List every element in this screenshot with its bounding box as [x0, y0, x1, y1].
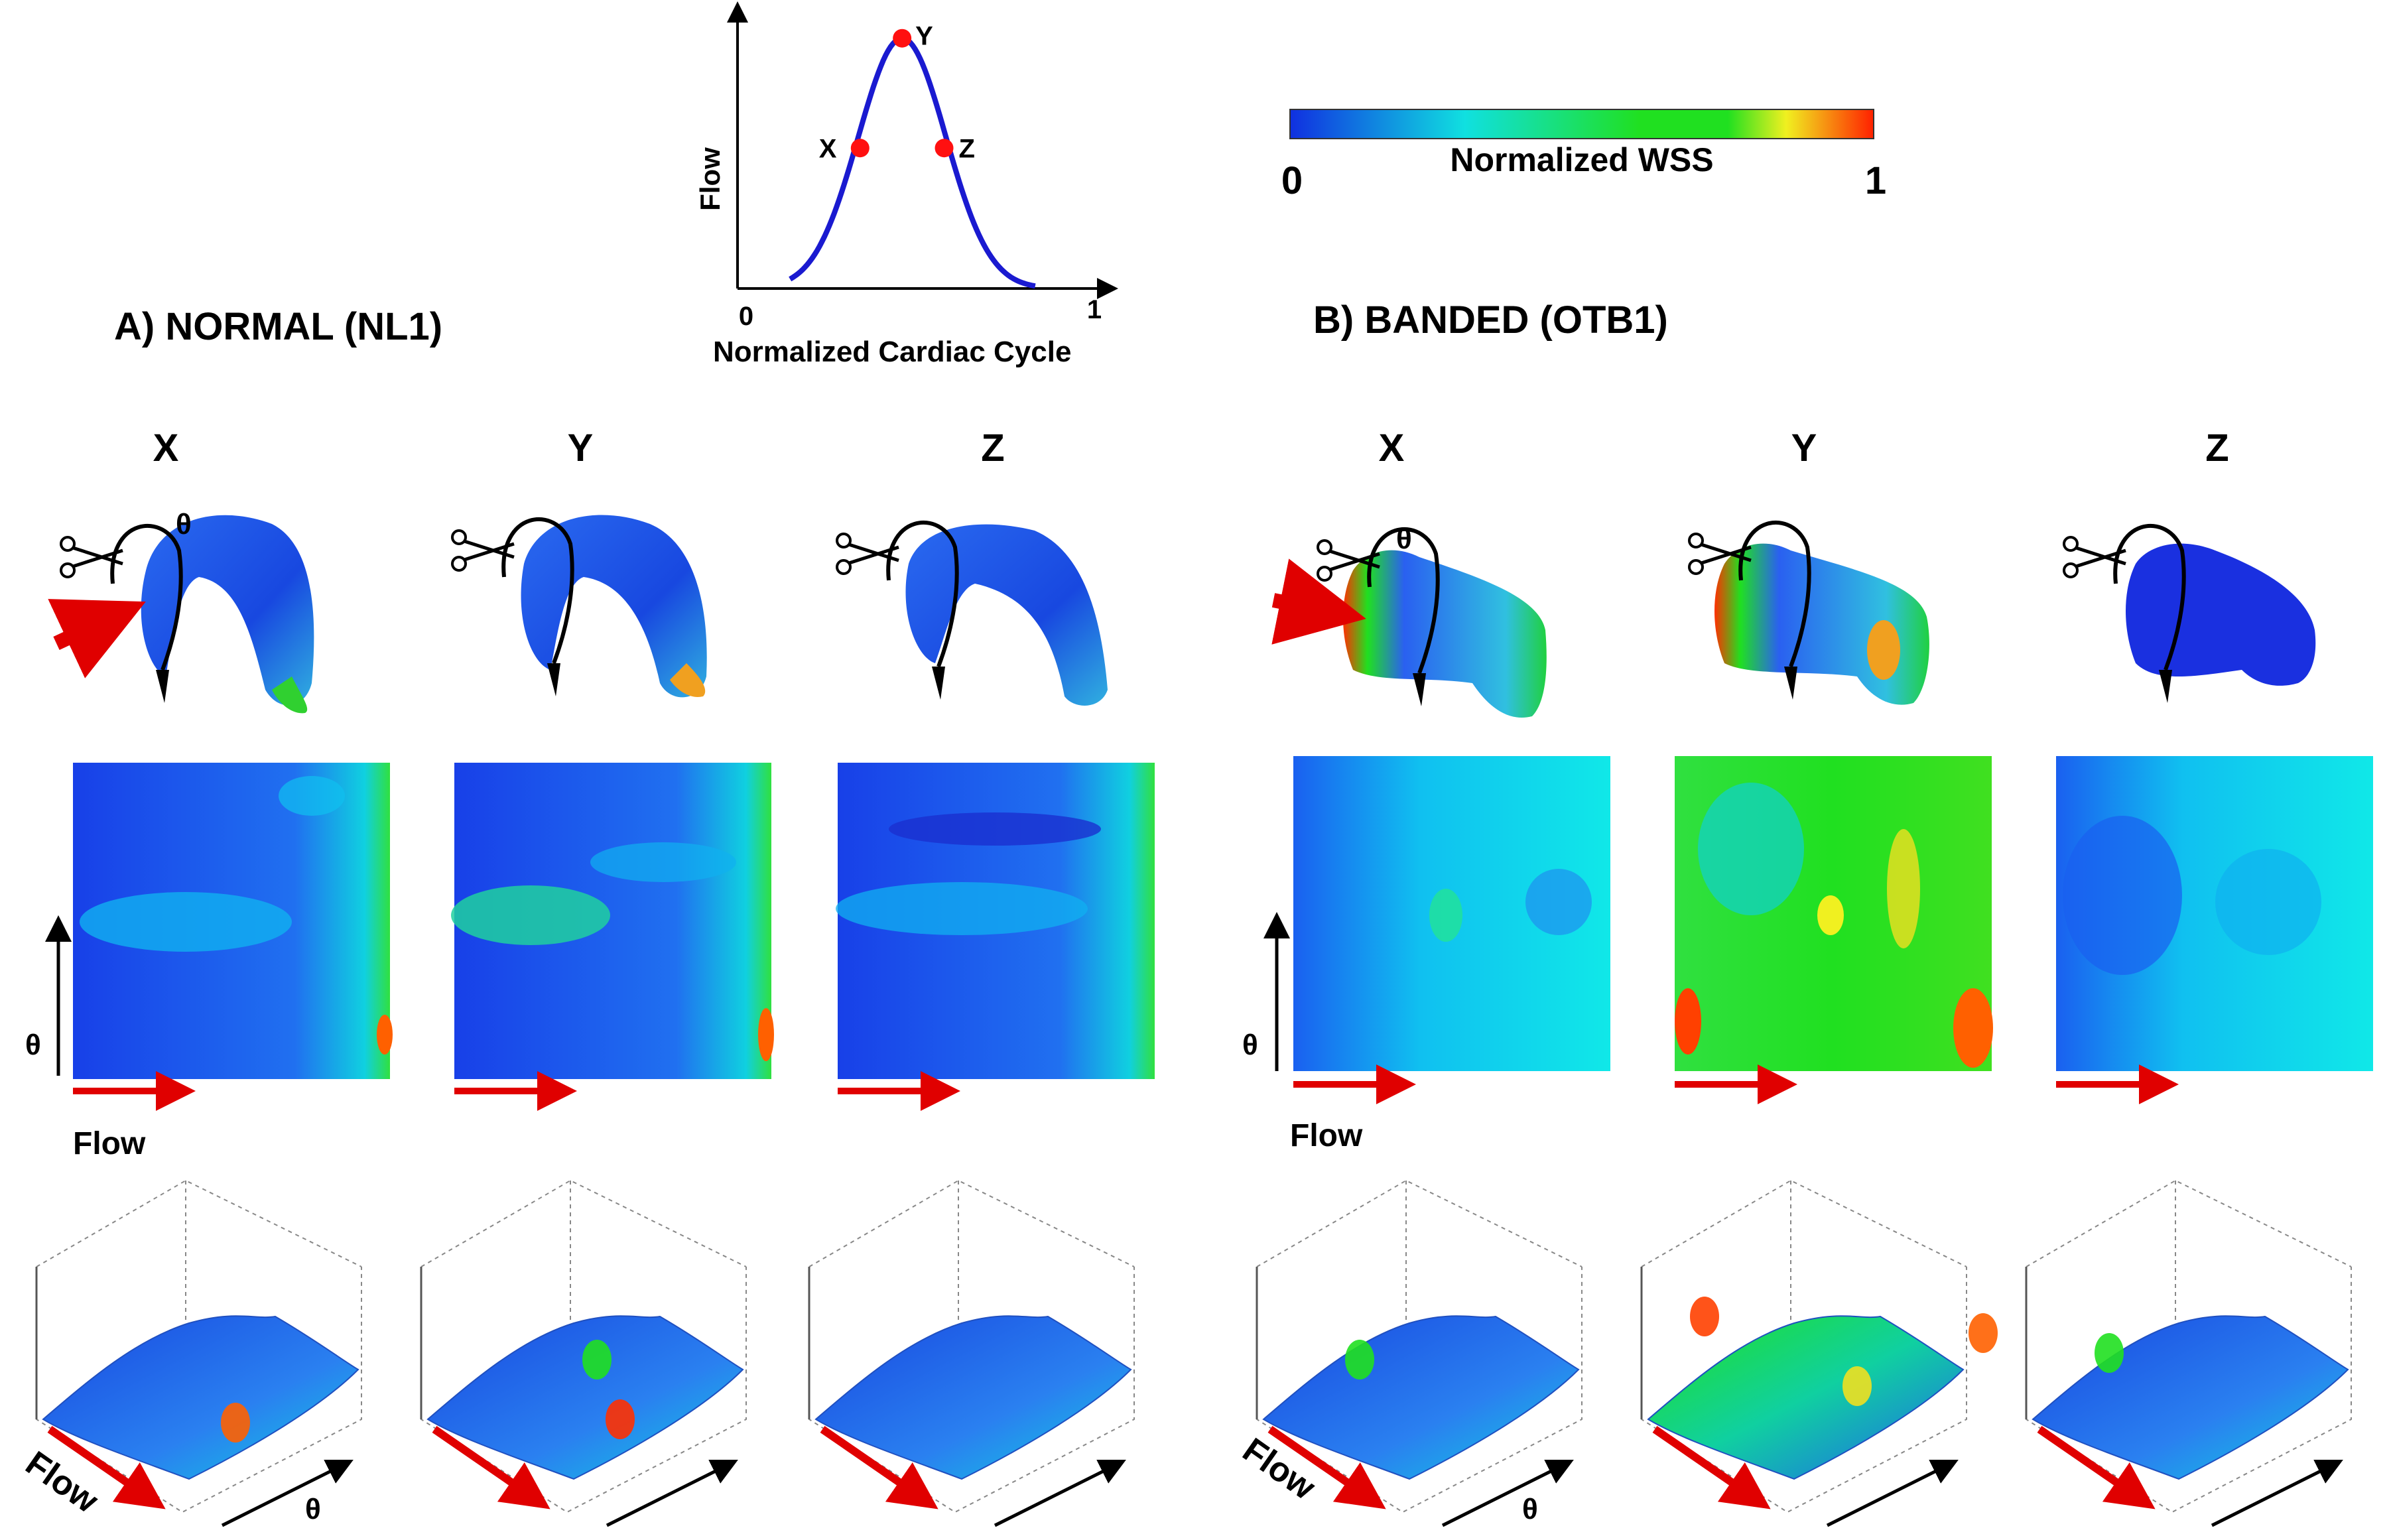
- wss-map-a-x: [73, 763, 393, 1079]
- inset-flow-chart: X Y Z Flow 0 1 Normalized Cardiac Cycle: [694, 1, 1118, 368]
- band-loop-b-y: [1738, 521, 1811, 700]
- wss-colorbar: Normalized WSS 0 1: [1281, 109, 1886, 202]
- band-loop-a-z: [886, 521, 959, 700]
- wss-map-b-x: [1293, 756, 1610, 1071]
- col-header-a-x: X: [153, 426, 179, 470]
- vessel-inlet-arrow-a: [48, 599, 146, 678]
- theta-arrow-surface-a-y: [606, 1460, 738, 1527]
- inset-x-end: 1: [1087, 295, 1102, 324]
- colorbar-min-label: 0: [1281, 159, 1303, 202]
- wss-surface-box-a-z: [808, 1179, 1135, 1513]
- theta-label-vessel-b: θ: [1396, 523, 1412, 555]
- flow-arrow-surface-a-z: [820, 1426, 938, 1509]
- flow-point-x: [850, 139, 870, 158]
- theta-arrow-surface-a-x: [221, 1460, 354, 1527]
- theta-label-vessel-a: θ: [176, 508, 192, 541]
- theta-arrow-surface-b-y: [1826, 1460, 1959, 1527]
- wss-map-b-z: [2056, 756, 2373, 1071]
- band-loop-b-z: [2113, 524, 2186, 703]
- vessel-inlet-arrow-b: [1271, 558, 1366, 645]
- flow-arrow-surface-b-x: [1267, 1426, 1386, 1509]
- wss-map-b-y: [1675, 756, 1993, 1071]
- theta-label-surface-b: θ: [1522, 1493, 1538, 1525]
- theta-label-surface-a: θ: [305, 1493, 321, 1525]
- vessel-model-b-z: [2126, 543, 2316, 686]
- wss-surface-box-b-y: [1640, 1179, 1998, 1513]
- flow-point-z: [935, 139, 954, 158]
- colorbar-gradient: [1289, 109, 1874, 139]
- flow-point-label-z: Z: [959, 134, 975, 163]
- flow-curve-line: [789, 35, 1036, 289]
- vessel-model-b-x: [1343, 550, 1547, 718]
- vessel-model-a-y: [521, 515, 707, 698]
- panel-b-title: B) BANDED (OTB1): [1313, 298, 1668, 342]
- theta-label-map-b: θ: [1242, 1029, 1258, 1061]
- flow-arrow-surface-b-y: [1652, 1426, 1771, 1509]
- wss-map-a-z: [836, 763, 1155, 1079]
- flow-label-map-b: Flow: [1290, 1118, 1363, 1153]
- colorbar-max-label: 1: [1865, 159, 1886, 202]
- inset-x-label: Normalized Cardiac Cycle: [713, 336, 1071, 368]
- wss-surface-box-b-z: [2025, 1179, 2352, 1513]
- flow-arrow-surface-a-y: [432, 1426, 550, 1509]
- wss-surface-box-a-x: [35, 1179, 362, 1513]
- wss-surface-box-a-y: [420, 1179, 747, 1513]
- col-header-b-x: X: [1379, 426, 1405, 470]
- theta-arrow-surface-b-z: [2211, 1460, 2343, 1527]
- panel-a-title: A) NORMAL (NL1): [114, 305, 442, 348]
- theta-arrow-surface-a-z: [994, 1460, 1126, 1527]
- wss-map-a-y: [451, 763, 774, 1079]
- flow-label-map-a: Flow: [73, 1126, 146, 1161]
- band-loop-a-y: [501, 517, 574, 696]
- flow-label-surface-b: Flow: [1236, 1431, 1323, 1508]
- wss-surface-box-b-x: [1256, 1179, 1583, 1513]
- flow-arrow-surface-b-z: [2037, 1426, 2156, 1509]
- col-header-a-y: Y: [568, 426, 594, 470]
- colorbar-title: Normalized WSS: [1450, 141, 1713, 178]
- flow-point-y: [893, 29, 912, 48]
- flow-point-label-x: X: [819, 134, 837, 163]
- inset-y-label: Flow: [694, 147, 726, 211]
- theta-arrow-surface-b-x: [1441, 1460, 1574, 1527]
- vessel-model-a-x: [141, 515, 314, 714]
- col-header-b-z: Z: [2205, 426, 2229, 470]
- band-loop-b-x: [1367, 527, 1440, 706]
- col-header-b-y: Y: [1791, 426, 1817, 470]
- theta-label-map-a: θ: [25, 1029, 41, 1061]
- col-header-a-z: Z: [981, 426, 1004, 470]
- flow-arrow-surface-a-x: [47, 1426, 166, 1509]
- vessel-model-b-y: [1714, 543, 1929, 705]
- flow-point-label-y: Y: [915, 22, 933, 51]
- band-loop-a-x: [110, 524, 183, 703]
- inset-x-start: 0: [739, 302, 753, 331]
